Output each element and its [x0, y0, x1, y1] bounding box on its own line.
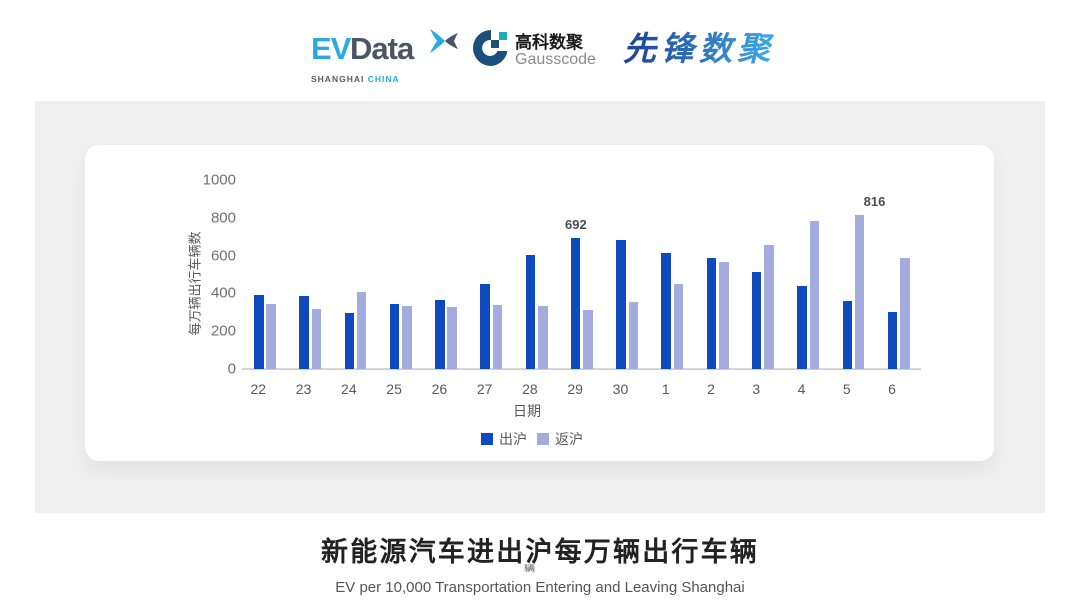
svg-text:高科数聚: 高科数聚 — [515, 32, 584, 52]
svg-text:SHANGHAI CHINA: SHANGHAI CHINA — [311, 74, 400, 84]
svg-text:EV: EV — [311, 31, 352, 66]
svg-text:先锋数聚: 先锋数聚 — [623, 30, 775, 67]
svg-text:Gausscode: Gausscode — [515, 51, 596, 68]
svg-text:Data: Data — [350, 31, 415, 66]
